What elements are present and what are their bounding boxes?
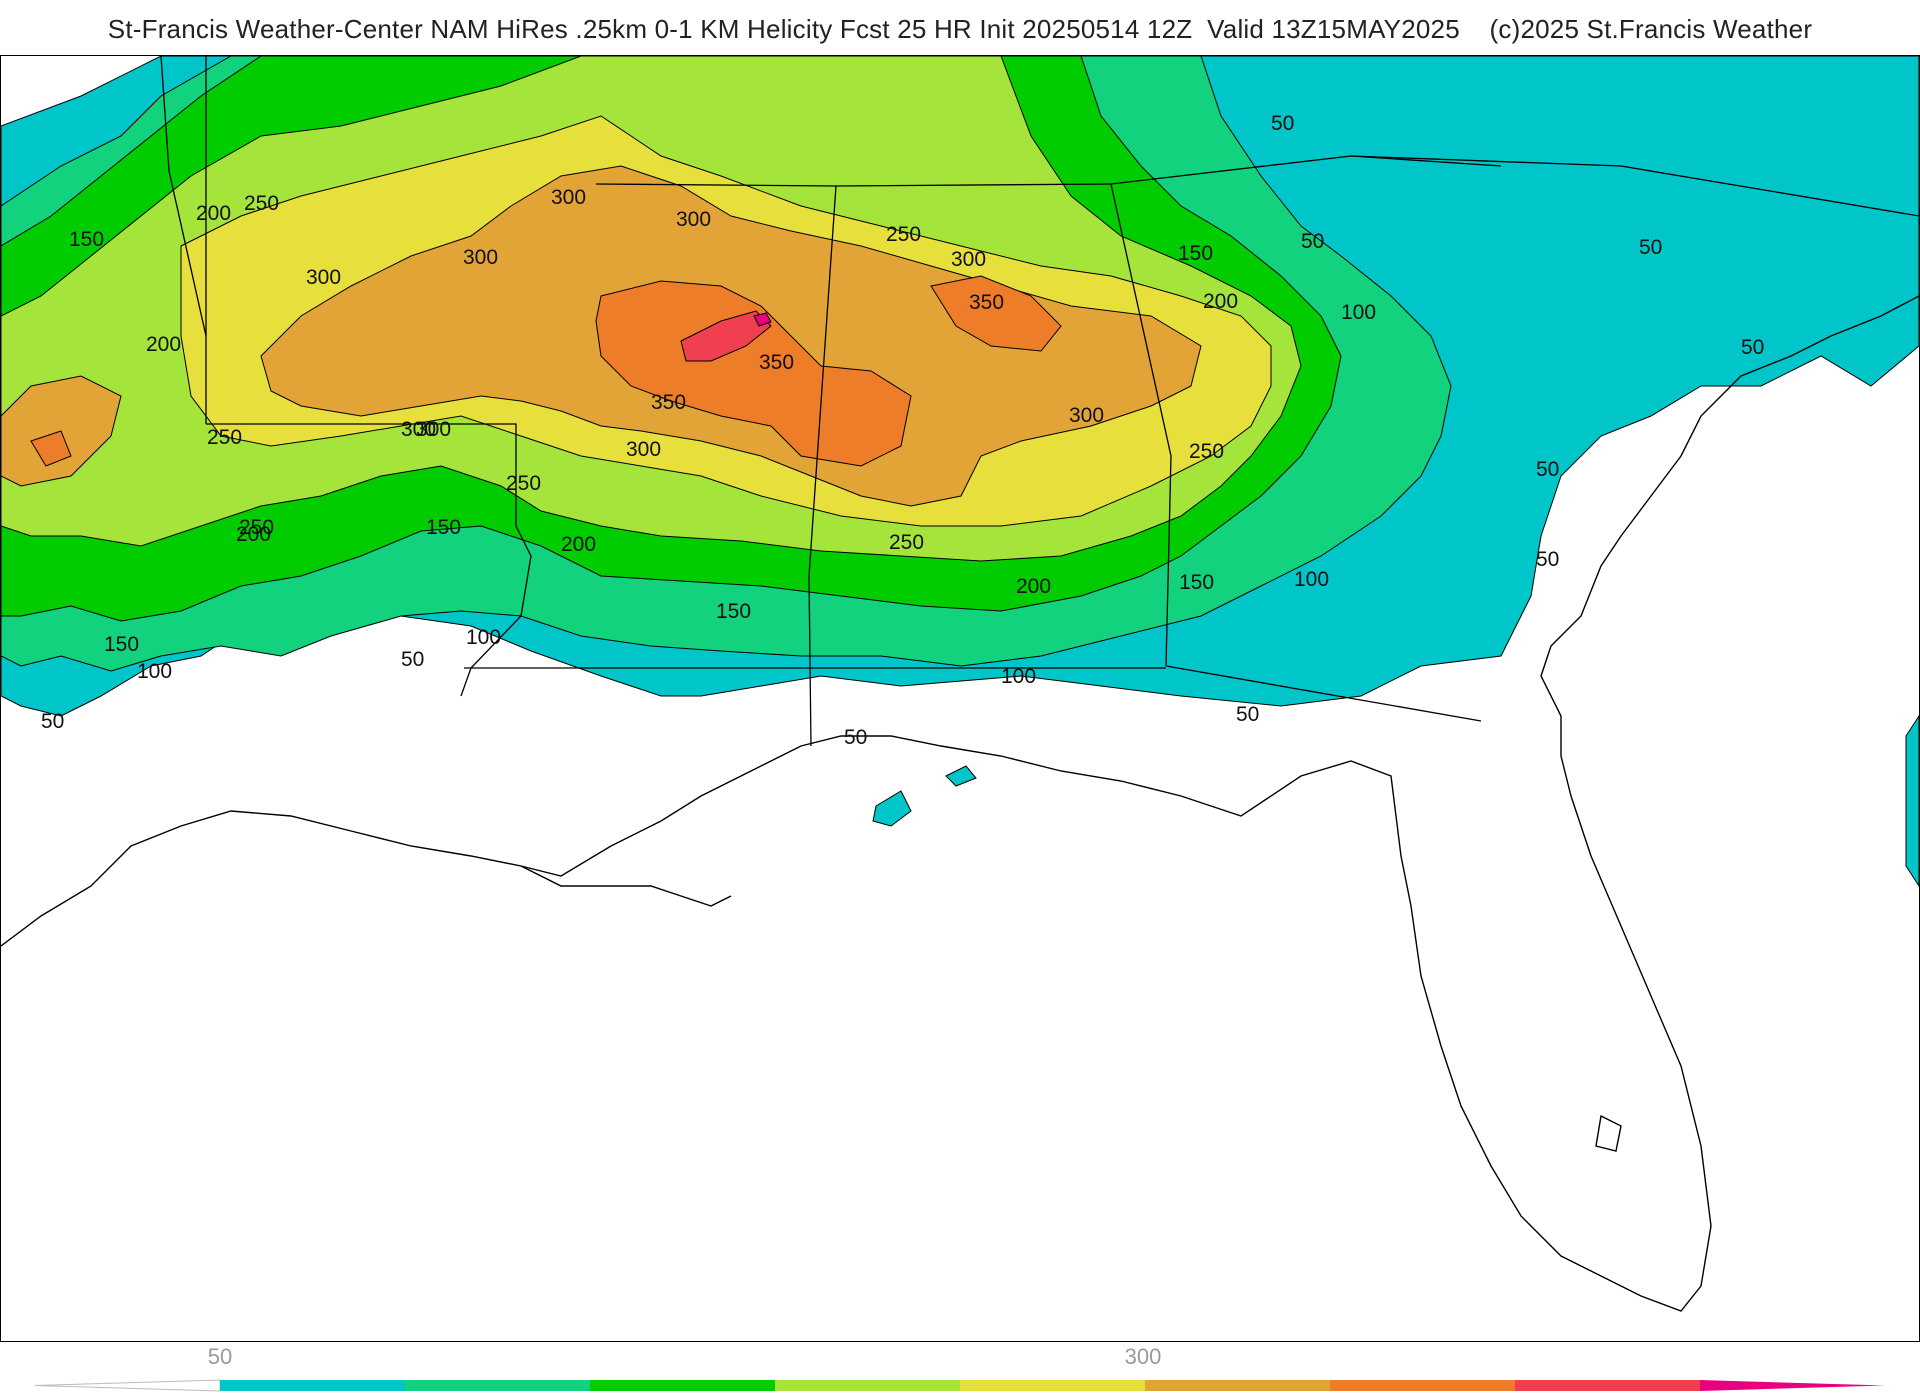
contour-label: 350 bbox=[759, 351, 794, 374]
contour-label: 50 bbox=[401, 648, 424, 671]
contour-label: 100 bbox=[1341, 301, 1376, 324]
band-350-east bbox=[930, 275, 1062, 352]
contour-label: 300 bbox=[551, 186, 586, 209]
cell-gulf-2 bbox=[945, 765, 977, 787]
contour-label: 150 bbox=[426, 516, 461, 539]
contour-label: 50 bbox=[41, 710, 64, 733]
contour-label: 100 bbox=[137, 660, 172, 683]
contour-label: 100 bbox=[466, 626, 501, 649]
colorbar-segment bbox=[405, 1380, 590, 1391]
colorbar-segment bbox=[775, 1380, 960, 1391]
contour-label: 250 bbox=[886, 223, 921, 246]
contour-label: 200 bbox=[1016, 575, 1051, 598]
contour-label: 350 bbox=[969, 291, 1004, 314]
colorbar-segment bbox=[590, 1380, 775, 1391]
band-350 bbox=[595, 280, 912, 467]
contour-label: 150 bbox=[716, 600, 751, 623]
colorbar-segment bbox=[220, 1380, 405, 1391]
contour-label: 300 bbox=[401, 418, 436, 441]
colorbar-segment bbox=[1700, 1380, 1885, 1391]
contour-label: 300 bbox=[951, 248, 986, 271]
cell-gulf-1 bbox=[872, 790, 912, 827]
contour-label: 200 bbox=[236, 523, 271, 546]
contour-label: 50 bbox=[1741, 336, 1764, 359]
contour-label: 50 bbox=[1536, 458, 1559, 481]
contour-label: 100 bbox=[1294, 568, 1329, 591]
state-boundaries bbox=[160, 56, 1919, 747]
contour-label: 50 bbox=[1236, 703, 1259, 726]
coastline bbox=[1, 295, 1919, 1312]
contour-label: 250 bbox=[889, 531, 924, 554]
colorbar-segment bbox=[1145, 1380, 1330, 1391]
map-title: St-Francis Weather-Center NAM HiRes .25k… bbox=[107, 14, 1813, 44]
contour-label: 150 bbox=[1178, 242, 1213, 265]
contour-label: 50 bbox=[1271, 112, 1294, 135]
contour-label: 50 bbox=[1301, 230, 1324, 253]
colorbar-tick-label: 300 bbox=[1124, 1344, 1162, 1369]
contour-label: 300 bbox=[416, 418, 451, 441]
band-450 bbox=[753, 312, 772, 327]
contour-label: 350 bbox=[651, 391, 686, 414]
colorbar-segment bbox=[960, 1380, 1145, 1391]
contour-label: 250 bbox=[207, 426, 242, 449]
contour-label: 250 bbox=[506, 472, 541, 495]
colorbar-bar bbox=[34, 1379, 1885, 1392]
colorbar-min-arrow bbox=[34, 1379, 221, 1392]
contour-label: 250 bbox=[239, 516, 274, 539]
contour-label: 200 bbox=[146, 333, 181, 356]
colorbar: 50 300 bbox=[0, 1340, 1920, 1400]
contour-label: 50 bbox=[844, 726, 867, 749]
contour-label: 300 bbox=[463, 246, 498, 269]
colorbar-segment bbox=[1330, 1380, 1515, 1391]
contour-label: 300 bbox=[1069, 404, 1104, 427]
contour-label: 150 bbox=[1179, 571, 1214, 594]
contour-label: 250 bbox=[1189, 440, 1224, 463]
contour-label: 150 bbox=[69, 228, 104, 251]
contour-label: 250 bbox=[244, 192, 279, 215]
contour-label: 50 bbox=[1639, 236, 1662, 259]
contour-label: 200 bbox=[1203, 290, 1238, 313]
contour-label: 300 bbox=[306, 266, 341, 289]
colorbar-tick-label: 50 bbox=[207, 1344, 233, 1369]
cell-atlantic bbox=[1905, 715, 1919, 887]
contour-labels: 50 50 50 50 50 50 50 50 50 50 100 100 10… bbox=[41, 112, 1764, 749]
band-350-west bbox=[30, 430, 72, 467]
contour-label: 300 bbox=[626, 438, 661, 461]
contour-label: 200 bbox=[196, 202, 231, 225]
contour-label: 200 bbox=[561, 533, 596, 556]
colorbar-segment bbox=[1515, 1380, 1700, 1391]
band-400 bbox=[680, 310, 772, 362]
helicity-map[interactable]: 50 50 50 50 50 50 50 50 50 50 100 100 10… bbox=[0, 55, 1920, 1342]
helicity-fill-bands bbox=[1, 56, 1919, 887]
contour-label: 50 bbox=[1536, 548, 1559, 571]
contour-label: 150 bbox=[104, 633, 139, 656]
contour-label: 100 bbox=[1001, 665, 1036, 688]
contour-label: 300 bbox=[676, 208, 711, 231]
